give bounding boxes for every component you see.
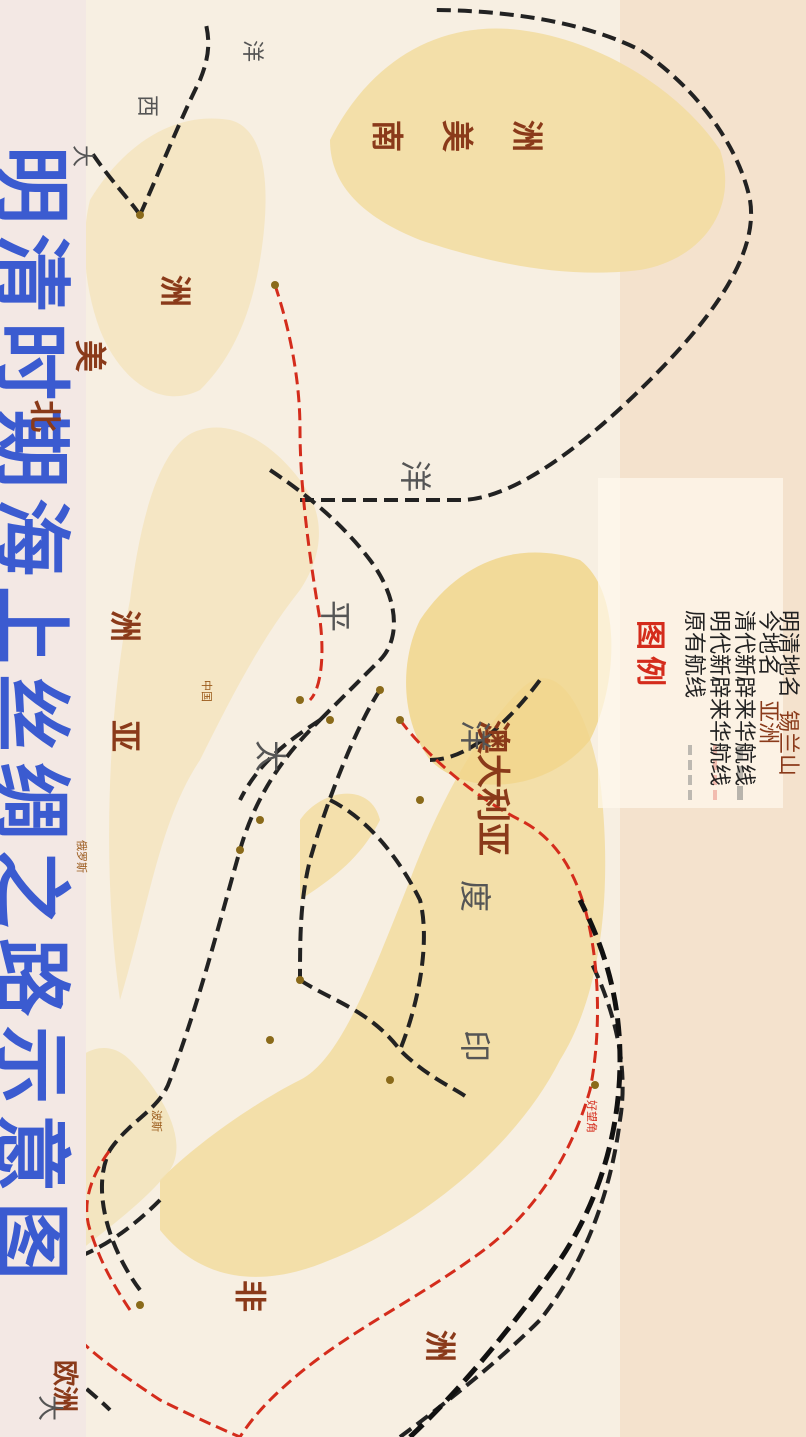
india-landmass bbox=[300, 793, 380, 900]
ming-routes bbox=[78, 284, 599, 1437]
label-pacific-2: 平 bbox=[316, 600, 354, 633]
legend-item-mingqing-name: 明清地名 bbox=[775, 610, 800, 699]
label-pacific-1: 太 bbox=[251, 740, 289, 773]
label-china: 中国 bbox=[200, 680, 213, 702]
legend-box bbox=[598, 478, 783, 808]
label-north-america-3: 洲 bbox=[156, 275, 194, 308]
label-north-america-1: 北 bbox=[26, 400, 64, 433]
qing-routes bbox=[408, 898, 623, 1437]
label-south-america-1: 南 bbox=[368, 120, 406, 153]
label-persia: 波斯 bbox=[150, 1110, 163, 1132]
label-atlantic-south: 大 bbox=[34, 1395, 64, 1422]
north-america-landmass bbox=[84, 118, 266, 397]
australia-landmass bbox=[406, 552, 612, 785]
label-south-america-2: 美 bbox=[438, 120, 476, 153]
label-north-america-2: 美 bbox=[71, 340, 109, 373]
label-atlantic-2: 西 bbox=[134, 95, 159, 118]
label-pacific-3: 洋 bbox=[396, 460, 434, 493]
label-russia: 俄罗斯 bbox=[75, 840, 88, 873]
title-strip bbox=[0, 0, 86, 1437]
label-africa-1: 非 bbox=[231, 1280, 269, 1313]
label-africa-2: 洲 bbox=[421, 1330, 459, 1363]
label-south-america-3: 洲 bbox=[508, 120, 546, 153]
label-cape: 好望角 bbox=[585, 1100, 598, 1133]
label-atlantic-3: 洋 bbox=[239, 40, 264, 63]
label-indian-ocean-1: 印 bbox=[456, 1030, 494, 1063]
label-asia: 亚 bbox=[106, 720, 144, 753]
south-america-landmass bbox=[330, 28, 726, 273]
map-title: 明清时期海上丝绸之路示意图 bbox=[0, 145, 75, 1290]
label-indian-ocean-3: 洋 bbox=[456, 720, 494, 753]
legend-sample-mingqing: 锡兰山 bbox=[775, 710, 800, 777]
label-atlantic-1: 大 bbox=[69, 145, 94, 168]
legend-title: 图例 bbox=[632, 620, 667, 692]
label-asia-2: 洲 bbox=[106, 610, 144, 643]
asia-landmass bbox=[109, 427, 319, 1000]
label-indian-ocean-2: 度 bbox=[456, 880, 494, 913]
africa-landmass bbox=[160, 678, 606, 1277]
existing-routes bbox=[29, 8, 754, 1437]
